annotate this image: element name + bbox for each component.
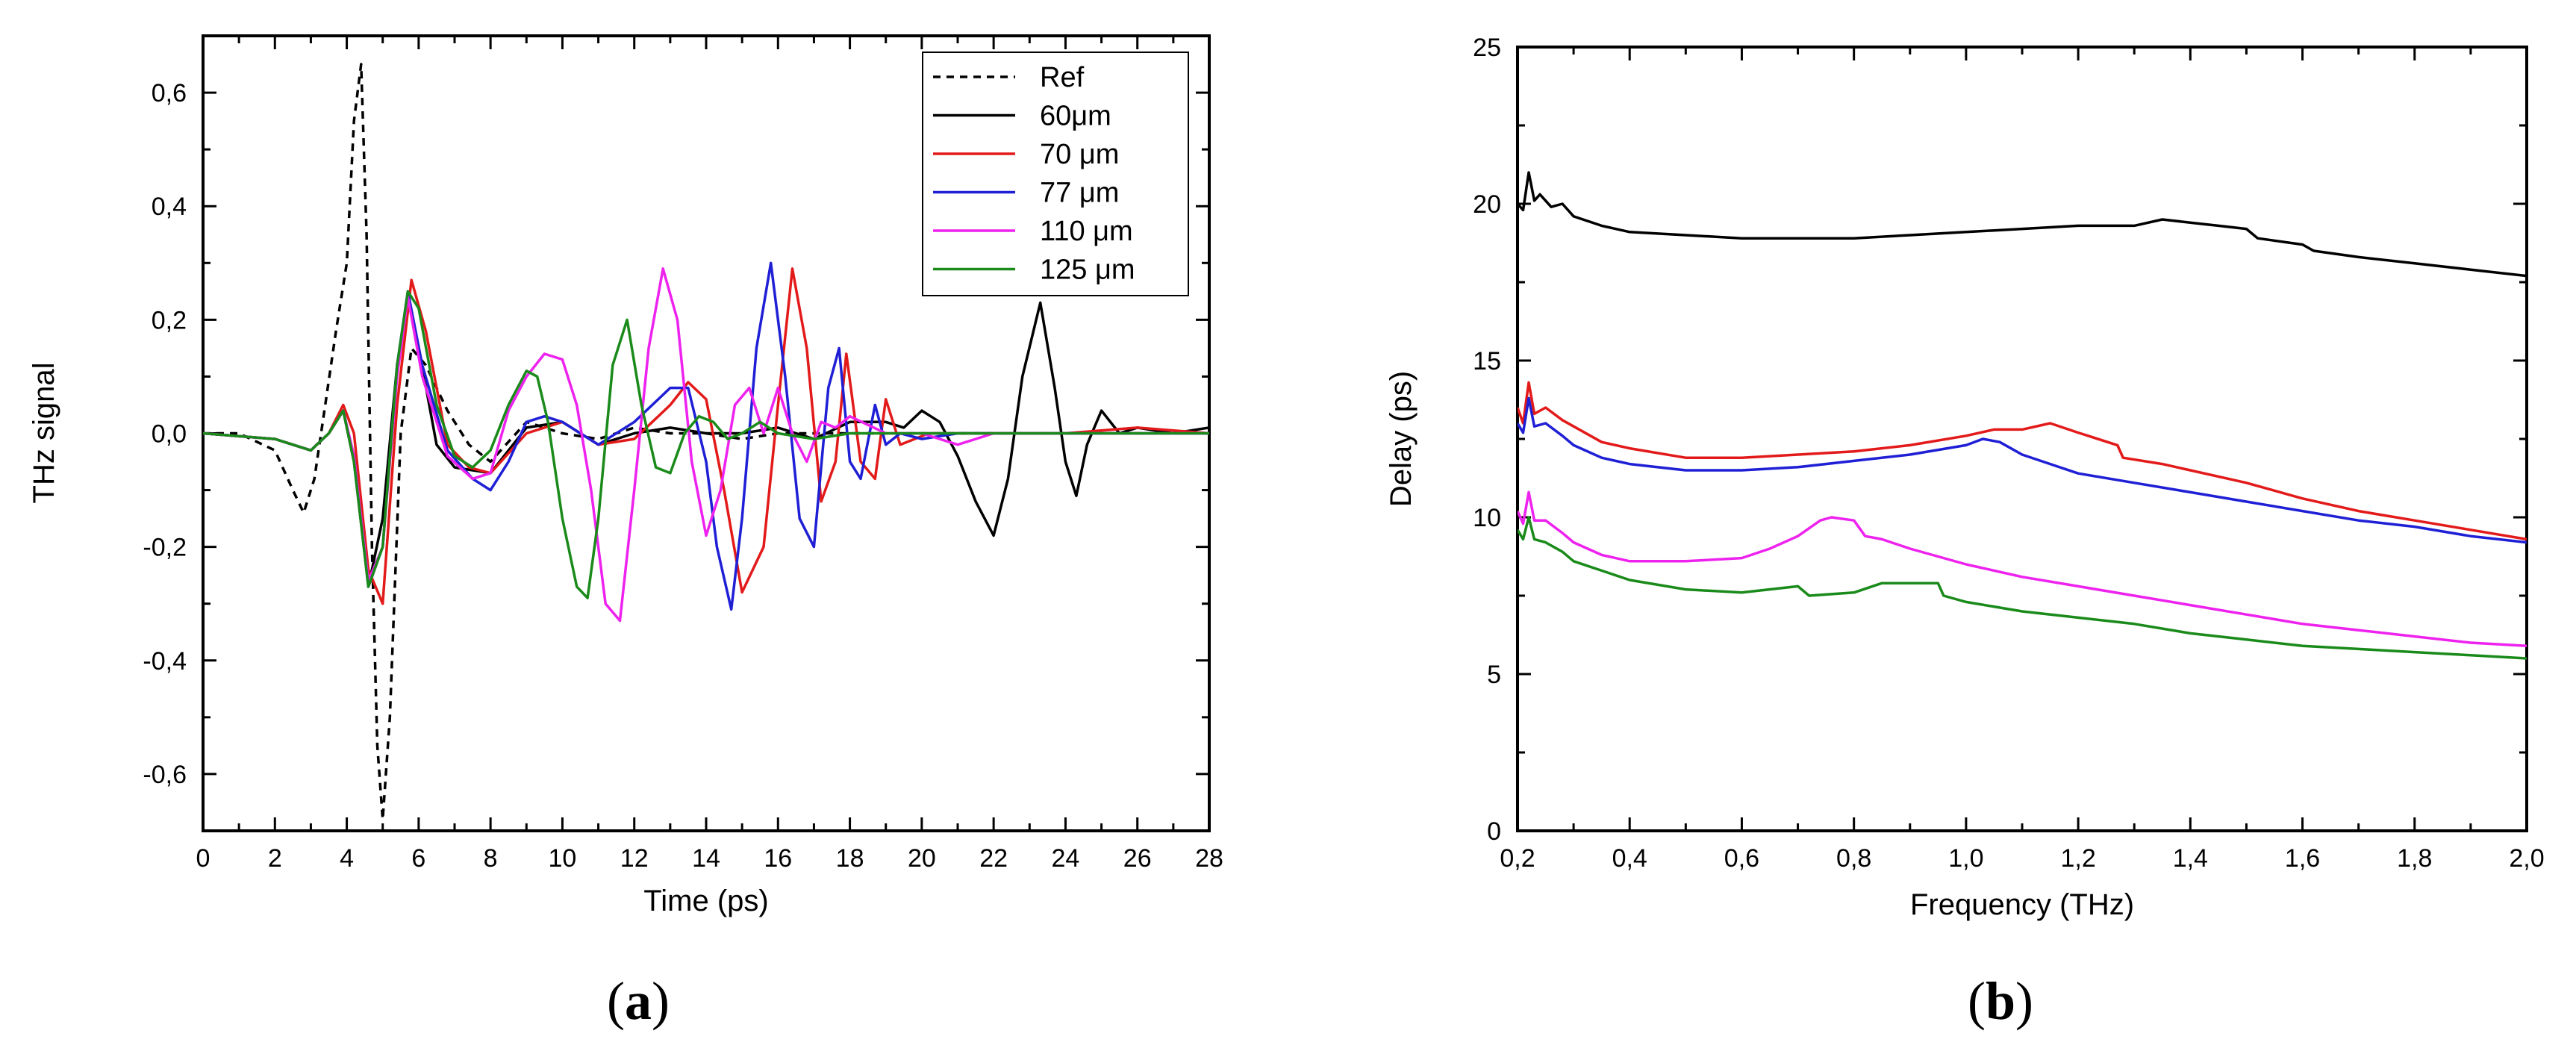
y-tick-label: 0,2: [152, 306, 187, 334]
x-tick-label: 14: [692, 844, 720, 873]
x-tick-label: 8: [484, 844, 498, 873]
panel-a-y-tick-labels: -0,6 -0,4 -0,2 0,0 0,2 0,4 0,6: [143, 79, 187, 789]
x-tick-label: 0: [196, 844, 210, 873]
series-line-125-m: [1518, 516, 2527, 660]
y-tick-label: -0,2: [143, 534, 187, 562]
series-line-125-m: [203, 290, 1209, 599]
legend-label-125-m: 125 μm: [1040, 255, 1135, 286]
panel-b-label: (b): [1968, 971, 2033, 1031]
y-tick-label: -0,6: [143, 761, 187, 789]
x-tick-label: 0,4: [1612, 844, 1647, 873]
panel-b-x-axis-title: Frequency (THz): [1910, 888, 2134, 921]
x-tick-label: 1,0: [1948, 844, 1983, 873]
x-tick-label: 1,6: [2285, 844, 2320, 873]
panel-b-plot-frame: [1516, 46, 2528, 832]
panel-a-x-tick-labels: 0 2 4 6 8 10 12 14 16 18 20 22 24 26 28: [196, 844, 1223, 873]
panel-a-chart: 0 2 4 6 8 10 12 14 16 18 20 22 24 26 28 -0,6-0,4-0,20,…: [28, 34, 1223, 1031]
y-tick-label: 0,4: [152, 193, 187, 221]
panel-b-y-axis-title: Delay (ps): [1385, 371, 1418, 507]
panel-a-ticks: [202, 34, 1211, 832]
y-tick-label: 15: [1473, 347, 1501, 375]
panel-b-x-tick-labels: 0,2 0,4 0,6 0,8 1,0 1,2 1,4 1,6 1,8 2,0: [1500, 844, 2544, 873]
x-tick-label: 1,4: [2173, 844, 2208, 873]
y-tick-label: 20: [1473, 190, 1501, 219]
x-tick-label: 1,2: [2060, 844, 2095, 873]
x-tick-label: 22: [979, 844, 1008, 873]
panel-b-ticks: [1516, 46, 2528, 832]
y-tick-label: -0,4: [143, 647, 187, 676]
x-tick-label: 0,6: [1724, 844, 1759, 873]
legend-label-77-m: 77 μm: [1040, 178, 1119, 209]
panel-a-y-axis-title: THz signal: [28, 363, 60, 504]
panel-a-legend: Ref 60μm 70 μm 77 μm 110 μm 125 μm: [922, 52, 1189, 296]
y-tick-label: 0: [1487, 817, 1501, 846]
x-tick-label: 24: [1052, 844, 1080, 873]
x-tick-label: 1,8: [2397, 844, 2432, 873]
legend-label-ref: Ref: [1040, 62, 1085, 93]
x-tick-label: 10: [549, 844, 577, 873]
legend-label-60-m: 60μm: [1040, 101, 1111, 132]
panel-b-y-tick-labels: 0 5 10 15 20 25: [1473, 34, 1501, 846]
series-line-70-m: [203, 267, 1209, 605]
x-tick-label: 18: [836, 844, 864, 873]
series-line-77-m: [1518, 396, 2527, 544]
legend-label-110-m: 110 μm: [1040, 216, 1133, 247]
panel-a-label: (a): [607, 971, 670, 1031]
series-line-110-m: [1518, 490, 2527, 647]
x-tick-label: 20: [908, 844, 936, 873]
x-tick-label: 0,2: [1500, 844, 1535, 873]
panel-a-series: [203, 63, 1209, 821]
legend-label-70-m: 70 μm: [1040, 139, 1119, 170]
x-tick-label: 12: [620, 844, 649, 873]
x-tick-label: 26: [1123, 844, 1152, 873]
y-tick-label: 10: [1473, 504, 1501, 532]
y-tick-label: 0,6: [152, 79, 187, 107]
y-tick-label: 0,0: [152, 420, 187, 449]
y-tick-label: 25: [1473, 34, 1501, 62]
panel-b-chart: 0,2 0,4 0,6 0,8 1,0 1,2 1,4 1,6 1,8 2,0 0 5 10 15 20 2…: [1385, 34, 2545, 1031]
x-tick-label: 16: [764, 844, 792, 873]
x-tick-label: 0,8: [1836, 844, 1871, 873]
series-line-60-m: [203, 296, 1209, 588]
x-tick-label: 6: [411, 844, 425, 873]
series-line-60-m: [1518, 171, 2527, 278]
x-tick-label: 2: [268, 844, 282, 873]
x-tick-label: 28: [1195, 844, 1223, 873]
series-line-70-m: [1518, 381, 2527, 541]
panel-b-series: [1518, 171, 2527, 660]
x-tick-label: 2,0: [2509, 844, 2544, 873]
panel-a-legend-box: [922, 52, 1189, 296]
y-tick-label: 5: [1487, 661, 1501, 689]
x-tick-label: 4: [340, 844, 354, 873]
panel-a-x-axis-title: Time (ps): [643, 885, 768, 917]
series-group: [1518, 171, 2527, 660]
series-group: [203, 63, 1209, 821]
